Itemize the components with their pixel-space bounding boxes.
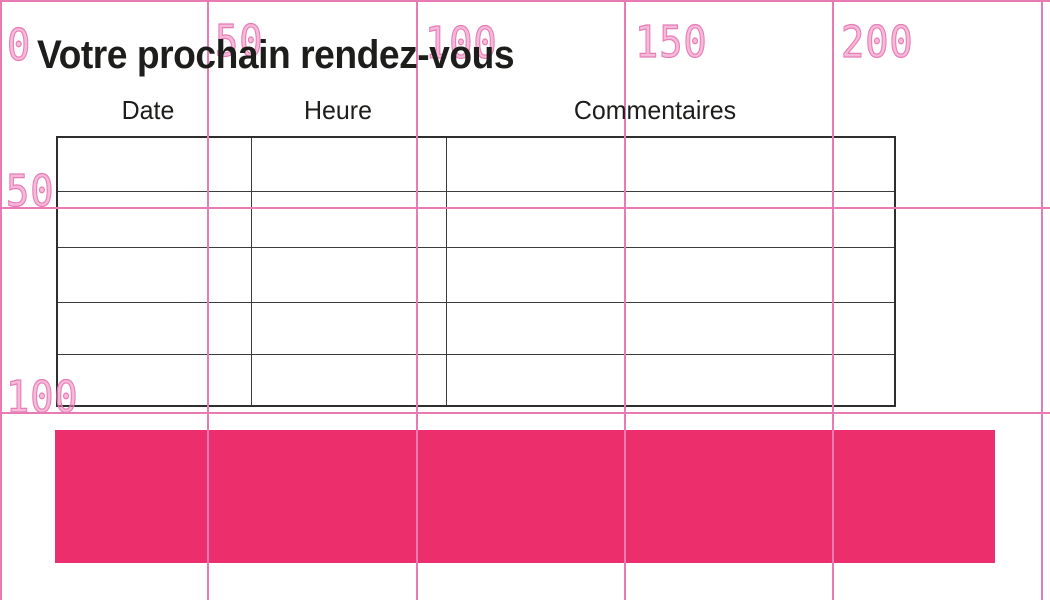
table-cell bbox=[56, 190, 252, 248]
ruler-label-left-100: 100 bbox=[5, 372, 79, 423]
table-row bbox=[56, 136, 896, 192]
table-row bbox=[56, 301, 896, 355]
table-cell bbox=[445, 246, 896, 303]
table-cell bbox=[445, 136, 896, 192]
column-header-heure: Heure bbox=[304, 95, 372, 125]
column-header-date: Date bbox=[121, 95, 175, 125]
table-cell bbox=[250, 246, 447, 303]
grid-line-vertical-100 bbox=[416, 0, 418, 600]
grid-line-vertical-250 bbox=[1041, 0, 1043, 600]
table-cell bbox=[445, 353, 896, 407]
table-cell bbox=[445, 190, 896, 248]
page-title: Votre prochain rendez-vous bbox=[37, 33, 515, 77]
appointments-table bbox=[56, 136, 896, 407]
grid-line-horizontal-0 bbox=[0, 0, 1050, 2]
ruler-label-top-100: 100 bbox=[424, 18, 498, 69]
table-cell bbox=[56, 136, 252, 192]
table-cell bbox=[250, 136, 447, 192]
table-cell bbox=[56, 246, 252, 303]
table-cell bbox=[250, 353, 447, 407]
highlight-block bbox=[55, 430, 995, 563]
column-header-commentaires: Commentaires bbox=[573, 95, 737, 125]
grid-line-horizontal-100 bbox=[0, 412, 1050, 414]
ruler-label-top-150: 150 bbox=[634, 17, 708, 68]
table-row bbox=[56, 190, 896, 248]
ruler-label-top-50: 50 bbox=[214, 16, 264, 67]
table-cell bbox=[56, 353, 252, 407]
grid-line-vertical-150 bbox=[624, 0, 626, 600]
table-cell bbox=[56, 301, 252, 355]
ruler-label-top-0: 0 bbox=[6, 20, 32, 71]
grid-line-vertical-50 bbox=[207, 0, 209, 600]
table-cell bbox=[445, 301, 896, 355]
table-row bbox=[56, 246, 896, 303]
grid-line-vertical-200 bbox=[832, 0, 834, 600]
grid-line-horizontal-50 bbox=[0, 207, 1050, 209]
table-row bbox=[56, 353, 896, 407]
ruler-label-left-50: 50 bbox=[5, 166, 55, 217]
ruler-label-top-200: 200 bbox=[840, 17, 914, 68]
grid-line-vertical-0 bbox=[0, 0, 2, 600]
